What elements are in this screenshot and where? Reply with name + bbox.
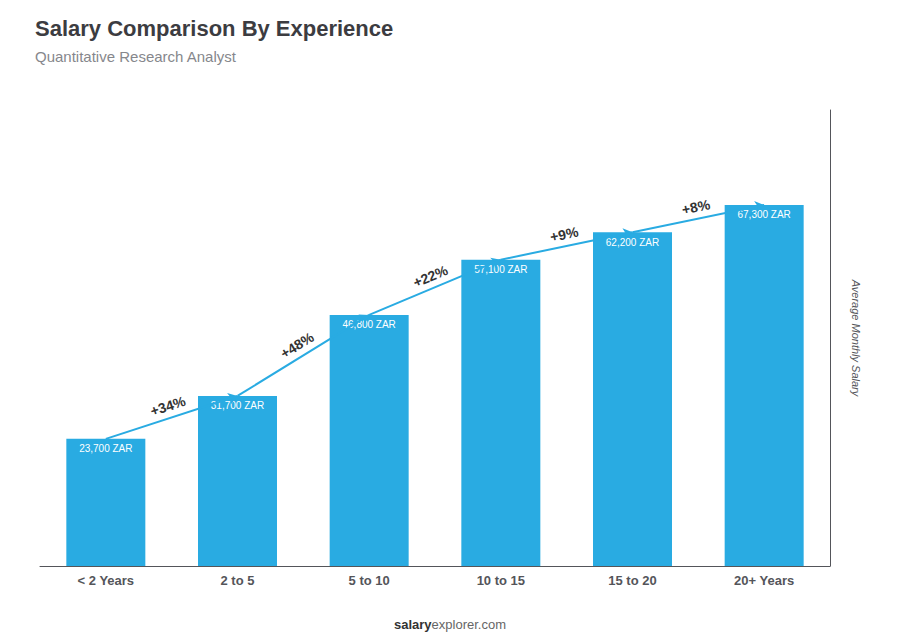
svg-text:+34%: +34% (148, 393, 188, 420)
svg-text:31,700 ZAR: 31,700 ZAR (210, 400, 265, 412)
svg-text:62,200 ZAR: 62,200 ZAR (606, 237, 659, 248)
svg-text:Salary Comparison By Experienc: Salary Comparison By Experience (35, 16, 393, 41)
svg-text:Average Monthly Salary: Average Monthly Salary (850, 279, 862, 398)
svg-text:23,700 ZAR: 23,700 ZAR (79, 443, 132, 454)
svg-text:Quantitative Research Analyst: Quantitative Research Analyst (35, 48, 237, 65)
svg-text:explorer.com: explorer.com (432, 617, 506, 632)
svg-text:salary: salary (394, 617, 432, 632)
svg-text:10 to 15: 10 to 15 (477, 573, 525, 588)
svg-text:+48%: +48% (277, 329, 317, 362)
svg-text:67,300 ZAR: 67,300 ZAR (737, 209, 790, 220)
svg-text:+8%: +8% (680, 196, 712, 218)
svg-text:< 2 Years: < 2 Years (78, 573, 135, 588)
svg-text:+22%: +22% (411, 262, 451, 291)
svg-text:20+ Years: 20+ Years (734, 573, 794, 588)
svg-text:2 to 5: 2 to 5 (221, 573, 255, 588)
svg-text:+9%: +9% (549, 223, 581, 245)
svg-text:46,800 ZAR: 46,800 ZAR (342, 319, 395, 330)
svg-text:5 to 10: 5 to 10 (349, 573, 390, 588)
svg-text:15 to 20: 15 to 20 (608, 573, 656, 588)
svg-text:57,100 ZAR: 57,100 ZAR (474, 264, 527, 275)
